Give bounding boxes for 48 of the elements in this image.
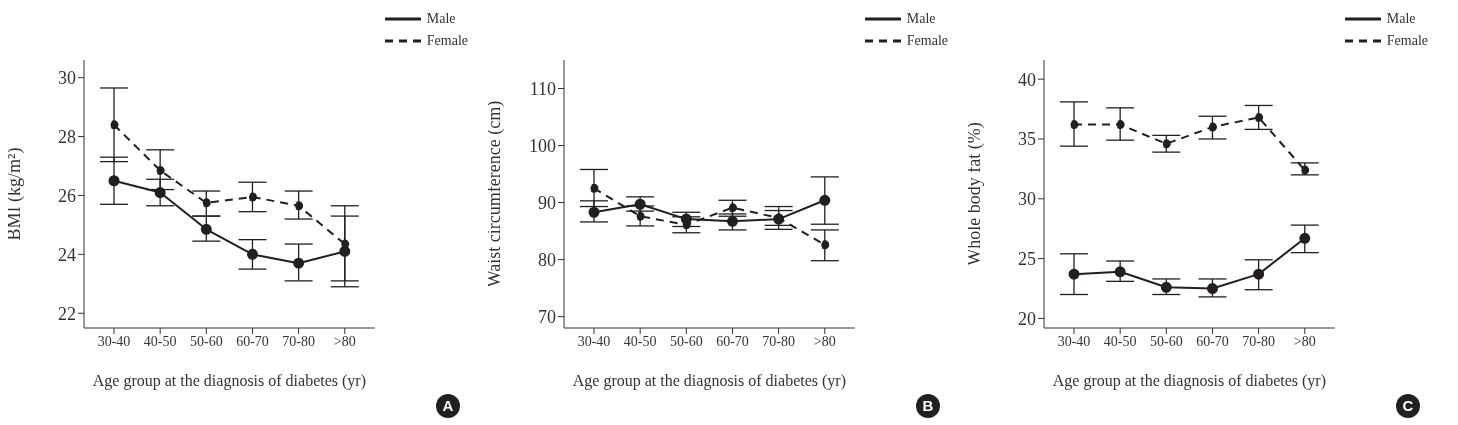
- x-tick-label: 30-40: [1057, 333, 1091, 349]
- text: C: [1396, 394, 1420, 418]
- y-axis-title: Waist circumference (cm): [484, 100, 506, 288]
- legend-label: Male: [1386, 11, 1416, 27]
- y-axis-title: Whole body fat (%): [964, 122, 986, 266]
- x-tick-label: 40-50: [143, 333, 177, 349]
- x-tick-label: 30-40: [97, 333, 131, 349]
- x-tick-label: 60-70: [716, 333, 749, 349]
- x-tick-label: 60-70: [236, 333, 269, 349]
- x-tick-label: 70-80: [1242, 333, 1275, 349]
- y-tick-label: 70: [538, 306, 556, 327]
- x-tick-label: >80: [1293, 333, 1316, 349]
- legend-label: Female: [906, 33, 948, 49]
- y-tick-label: 24: [58, 244, 76, 265]
- y-tick-label: 22: [58, 303, 76, 324]
- x-tick-label: 50-60: [1149, 333, 1183, 349]
- x-tick-label: >80: [813, 333, 836, 349]
- y-tick-label: 90: [538, 192, 556, 213]
- y-tick-label: 20: [1018, 308, 1036, 329]
- legend-label: Female: [1386, 33, 1428, 49]
- y-tick-label: 25: [1018, 249, 1036, 269]
- legend-label: Female: [426, 33, 468, 49]
- x-tick-label: 60-70: [1196, 333, 1229, 349]
- x-tick-label: 50-60: [669, 333, 703, 349]
- y-tick-label: 40: [1018, 69, 1036, 90]
- x-tick-label: 40-50: [1103, 333, 1137, 349]
- y-tick-label: 28: [58, 126, 76, 147]
- y-tick-label: 26: [58, 185, 76, 206]
- y-tick-label: 30: [1018, 189, 1036, 210]
- x-tick-label: 70-80: [282, 333, 315, 349]
- y-tick-label: 100: [529, 135, 556, 156]
- legend-label: Male: [906, 11, 936, 27]
- y-tick-label: 80: [538, 249, 556, 270]
- y-tick-label: 35: [1018, 129, 1036, 150]
- text: B: [916, 394, 940, 418]
- x-tick-label: >80: [333, 333, 356, 349]
- x-tick-label: 30-40: [577, 333, 611, 349]
- x-axis-title: Age group at the diagnosis of diabetes (yr): [572, 372, 847, 390]
- y-axis-title: BMI (kg/m²): [4, 147, 26, 241]
- text: A: [436, 394, 460, 418]
- y-tick-label: 110: [529, 78, 556, 99]
- x-axis-title: Age group at the diagnosis of diabetes (yr): [1052, 372, 1327, 390]
- x-axis-title: Age group at the diagnosis of diabetes (yr): [92, 372, 367, 390]
- x-tick-label: 40-50: [623, 333, 657, 349]
- x-tick-label: 70-80: [762, 333, 795, 349]
- legend-label: Male: [426, 11, 456, 27]
- x-tick-label: 50-60: [189, 333, 223, 349]
- y-tick-label: 30: [58, 68, 76, 89]
